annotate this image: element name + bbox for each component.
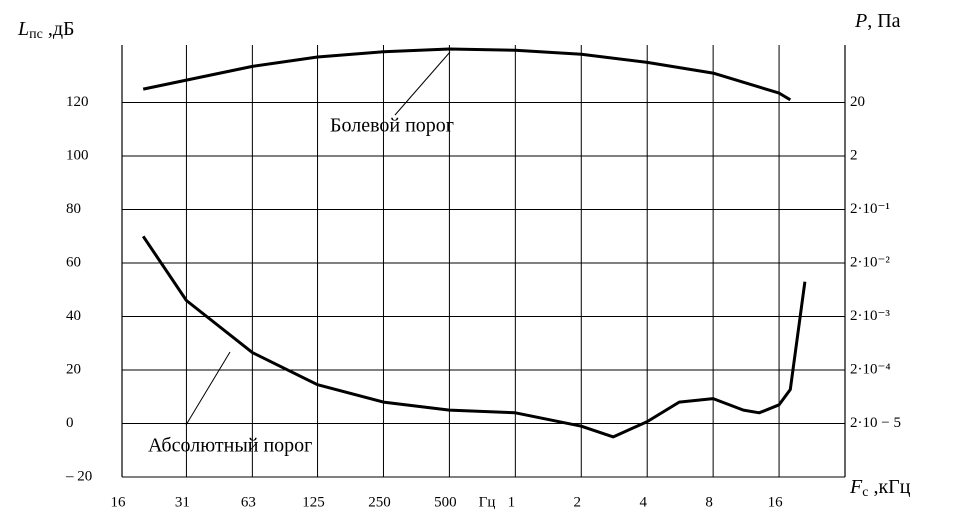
x-label-sub: c [862, 485, 868, 500]
y-tick-label: 80 [66, 201, 81, 217]
x-tick-label: 4 [639, 494, 647, 510]
leader-line [394, 51, 451, 116]
y2-tick-label: 2·10⁻⁴ [850, 361, 891, 377]
x-tick-label: 2 [574, 494, 582, 510]
x-tick-label: 8 [705, 494, 713, 510]
x-tick-label: 250 [368, 494, 391, 510]
y-axis-label: Lпс ,дБ [17, 18, 75, 43]
x-tick-label: 63 [241, 494, 256, 510]
x-label-main: F [849, 476, 863, 498]
x-tick-label: 500 [434, 494, 457, 510]
y2-tick-label: 2·10⁻³ [850, 308, 890, 324]
y-tick-label: – 20 [65, 468, 92, 484]
y2-tick-label: 20 [850, 94, 865, 110]
y2-tick-label: 2 [850, 147, 858, 163]
y-tick-label: 20 [66, 361, 81, 377]
x-tick-label: 31 [175, 494, 190, 510]
series-line [141, 235, 807, 439]
series-annotation: Болевой порог [330, 115, 454, 137]
y-tick-label: 120 [66, 94, 89, 110]
y-tick-label: 40 [66, 308, 81, 324]
x-tick-label: 16 [111, 494, 127, 510]
y-label-main: L [17, 18, 29, 40]
y-tick-label: 0 [66, 415, 74, 431]
x-axis-label: Fc ,кГц [849, 476, 911, 501]
y2-tick-label: 2·10⁻² [850, 254, 890, 270]
x-tick-label: 1 [508, 494, 516, 510]
y2-tick-label: 2·10 − 5 [850, 415, 901, 431]
y2-label-unit: , Па [867, 10, 900, 32]
y2-label-main: P [854, 10, 867, 32]
y-tick-label: 100 [66, 147, 89, 163]
x-tick-label: 125 [302, 494, 325, 510]
series-line [142, 47, 792, 102]
x-tick-label: 16 [768, 494, 784, 510]
y2-tick-label: 2·10⁻¹ [850, 201, 890, 217]
x-label-unit: ,кГц [868, 476, 910, 498]
y-label-sub: пс [29, 27, 43, 42]
y-tick-label: 60 [66, 254, 81, 270]
y2-axis-label: P, Па [854, 10, 901, 32]
x-unit: Гц [479, 494, 496, 510]
y-label-unit: ,дБ [43, 18, 75, 40]
series-annotation: Абсолютный порог [148, 435, 312, 457]
leader-line [185, 351, 231, 426]
